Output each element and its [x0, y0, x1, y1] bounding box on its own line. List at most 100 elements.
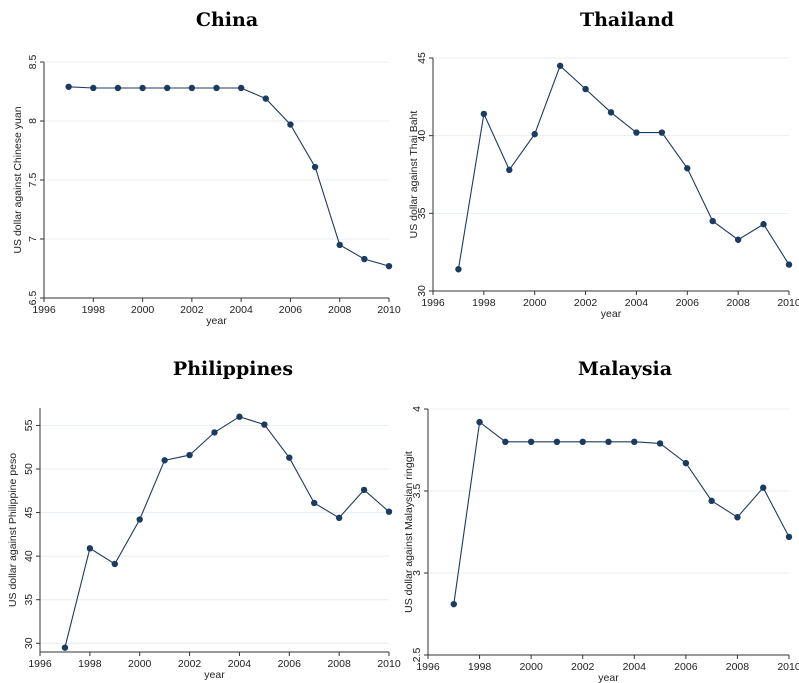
- philippines-chart-title: Philippines: [173, 358, 293, 380]
- thailand-x-tick-label: 1998: [472, 297, 496, 309]
- philippines-x-tick-label: 2000: [128, 658, 152, 670]
- malaysia-data-point: [708, 497, 715, 505]
- malaysia-data-point: [502, 438, 509, 445]
- malaysia-y-axis-title: US dollar against Malaysian ringgit: [403, 451, 415, 613]
- thailand-x-tick-label: 2008: [726, 297, 750, 309]
- china-data-point: [164, 84, 171, 92]
- china-x-tick-label: 1996: [32, 304, 56, 316]
- china-data-point: [65, 83, 72, 90]
- malaysia-x-tick-label: 2002: [571, 661, 595, 673]
- philippines-y-tick-label: 45: [23, 507, 35, 519]
- philippines-data-point: [286, 454, 293, 461]
- thailand-data-point: [582, 85, 589, 93]
- malaysia-x-tick-label: 1998: [468, 661, 492, 673]
- malaysia-data-point: [682, 459, 690, 467]
- thailand-data-point: [455, 266, 462, 273]
- thailand-data-point: [556, 62, 564, 69]
- thailand-x-tick-label: 2002: [574, 297, 598, 309]
- thailand-data-point: [506, 166, 513, 174]
- thailand-data-point: [531, 130, 538, 138]
- philippines-y-tick-label: 40: [23, 550, 35, 562]
- malaysia-x-tick-label: 2008: [726, 661, 750, 673]
- thailand-y-tick-label: 40: [416, 130, 428, 142]
- philippines-y-tick-label: 35: [23, 594, 35, 606]
- malaysia-x-tick-label: 2010: [777, 661, 799, 673]
- china-x-tick-label: 2010: [377, 304, 401, 316]
- philippines-data-point: [161, 457, 168, 464]
- china-data-point: [385, 262, 393, 270]
- thailand-data-point: [633, 129, 640, 136]
- malaysia-x-tick-label: 2000: [519, 661, 543, 673]
- philippines-x-tick-label: 2008: [327, 658, 351, 670]
- thailand-y-tick-label: 30: [416, 285, 428, 297]
- malaysia-data-point: [785, 533, 793, 541]
- philippines-x-tick-label: 2006: [278, 658, 302, 670]
- thailand-y-tick-label: 45: [416, 52, 428, 64]
- philippines-series-line: [64, 416, 390, 648]
- philippines-data-point: [86, 545, 94, 552]
- china-x-axis-title: year: [206, 315, 227, 327]
- thailand-x-axis-title: year: [601, 308, 622, 320]
- thailand-data-point: [785, 261, 793, 268]
- china-data-point: [114, 84, 122, 92]
- china-y-tick-label: 6.5: [27, 291, 39, 306]
- philippines-data-point: [311, 499, 318, 507]
- china-data-point: [139, 84, 146, 92]
- thailand-x-tick-label: 1996: [421, 297, 445, 309]
- china-y-tick-label: 8: [27, 118, 39, 124]
- china-x-tick-label: 2004: [229, 304, 253, 316]
- china-data-point: [262, 95, 269, 102]
- thailand-data-point: [760, 221, 767, 228]
- china-data-point: [336, 241, 343, 249]
- philippines-data-point: [261, 421, 268, 428]
- china-data-point: [90, 84, 97, 92]
- thailand-data-point: [684, 165, 691, 172]
- thailand-chart-title: Thailand: [580, 9, 674, 31]
- thailand-x-tick-label: 2010: [777, 297, 799, 309]
- china-data-point: [237, 84, 245, 92]
- malaysia-x-axis-title: year: [598, 672, 619, 683]
- malaysia-y-tick-label: 3: [411, 570, 423, 576]
- malaysia-series-line: [453, 421, 790, 605]
- philippines-y-tick-label: 55: [23, 419, 35, 431]
- malaysia-data-point: [553, 438, 561, 445]
- thailand-data-point: [607, 109, 615, 116]
- china-data-point: [361, 255, 368, 263]
- philippines-x-tick-label: 1998: [78, 658, 102, 670]
- philippines-y-tick-label: 50: [23, 463, 35, 475]
- philippines-x-tick-label: 1996: [28, 658, 52, 670]
- philippines-x-tick-label: 2010: [377, 658, 401, 670]
- thailand-x-tick-label: 2006: [676, 297, 700, 309]
- philippines-y-tick-label: 30: [23, 637, 35, 649]
- thailand-y-tick-label: 35: [416, 207, 428, 219]
- china-y-tick-label: 7: [27, 236, 39, 242]
- thailand-x-tick-label: 2000: [523, 297, 547, 309]
- philippines-y-axis-title: US dollar against Philippine peso: [7, 453, 19, 607]
- china-x-tick-label: 2006: [279, 304, 303, 316]
- philippines-x-tick-label: 2002: [178, 658, 202, 670]
- china-y-tick-label: 8.5: [27, 55, 39, 70]
- philippines-data-point: [335, 514, 343, 521]
- philippines-data-point: [186, 451, 193, 459]
- thailand-data-point: [734, 236, 742, 243]
- malaysia-data-point: [631, 438, 638, 445]
- malaysia-chart-title: Malaysia: [578, 358, 672, 380]
- china-data-point: [287, 121, 294, 128]
- philippines-data-point: [211, 429, 218, 436]
- malaysia-x-tick-label: 2006: [674, 661, 698, 673]
- philippines-data-point: [111, 560, 118, 568]
- thailand-series-line: [457, 64, 790, 270]
- malaysia-data-point: [605, 438, 612, 445]
- thailand-data-point: [709, 217, 716, 225]
- thailand-data-point: [658, 129, 666, 136]
- malaysia-y-tick-label: 3.5: [411, 484, 423, 499]
- china-y-axis-title: US dollar against Chinese yuan: [12, 106, 24, 253]
- malaysia-y-tick-label: 4: [411, 406, 423, 412]
- china-x-tick-label: 1998: [82, 304, 106, 316]
- philippines-x-axis-title: year: [204, 669, 225, 681]
- malaysia-data-point: [760, 484, 767, 491]
- thailand-data-point: [480, 110, 488, 118]
- philippines-data-point: [61, 644, 69, 651]
- china-data-point: [311, 163, 319, 171]
